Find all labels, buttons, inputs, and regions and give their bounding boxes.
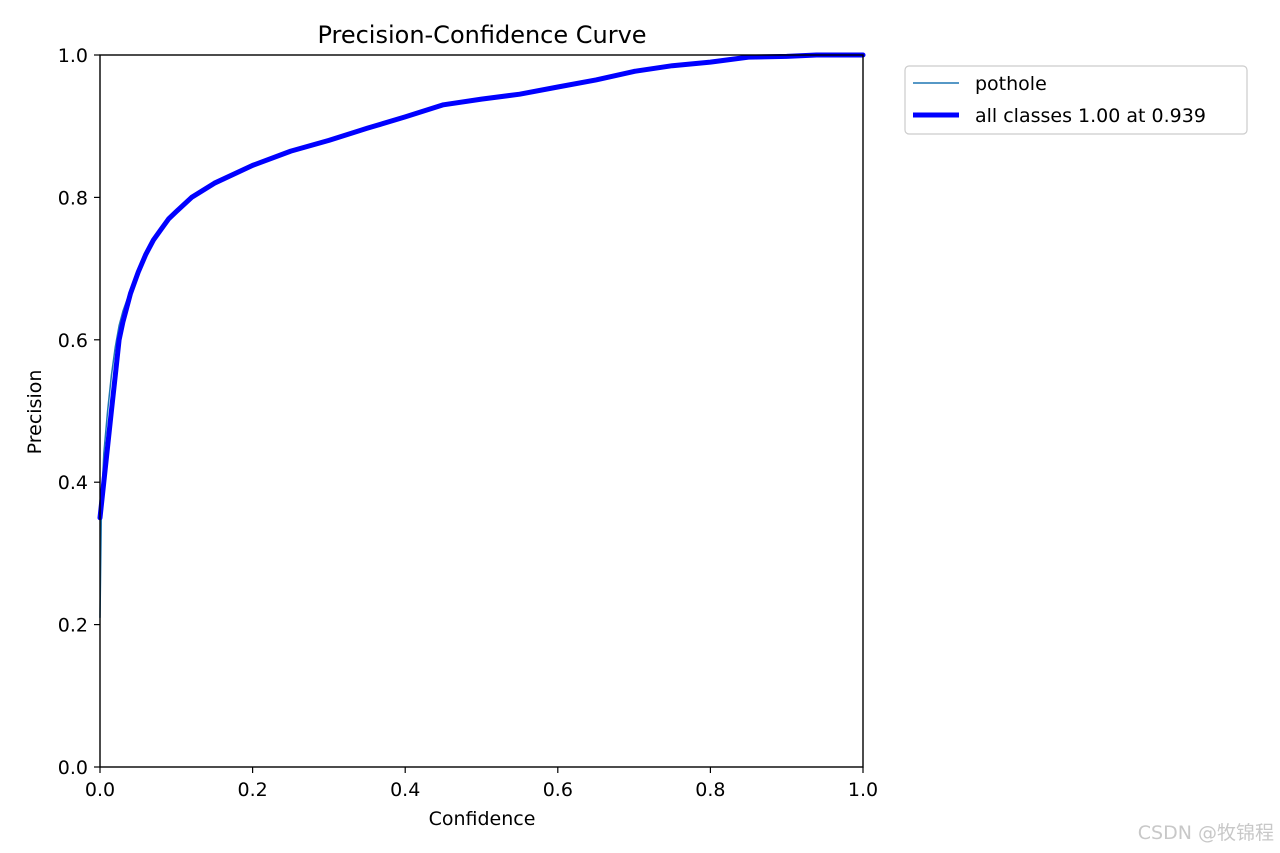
x-tick-label: 1.0 [848, 779, 878, 801]
series-layer [97, 52, 866, 619]
x-axis-label: Confidence [429, 808, 536, 830]
x-axis: 0.0 0.2 0.4 0.6 0.8 1.0 [85, 767, 878, 801]
legend-label-all-classes: all classes 1.00 at 0.939 [975, 105, 1206, 127]
watermark: CSDN @牧锦程 [1137, 822, 1274, 844]
y-axis: 0.0 0.2 0.4 0.6 0.8 1.0 [58, 45, 100, 779]
y-tick-label: 0.4 [58, 472, 88, 494]
y-tick-label: 0.8 [58, 187, 88, 209]
legend: pothole all classes 1.00 at 0.939 [904, 65, 1248, 135]
y-tick-label: 1.0 [58, 45, 88, 67]
y-tick-label: 0.0 [58, 757, 88, 779]
x-tick-label: 0.4 [390, 779, 420, 801]
plot-frame [99, 54, 864, 768]
x-tick-label: 0.2 [237, 779, 267, 801]
x-tick-label: 0.8 [695, 779, 725, 801]
legend-label-pothole: pothole [975, 73, 1047, 95]
y-axis-label: Precision [24, 370, 46, 455]
x-tick-label: 0.0 [85, 779, 115, 801]
x-tick-label: 0.6 [543, 779, 573, 801]
y-tick-label: 0.6 [58, 330, 88, 352]
plot-area [97, 52, 866, 768]
series-line-pothole [99, 54, 864, 619]
chart-title: Precision-Confidence Curve [317, 21, 646, 49]
series-line-all-classes [97, 52, 866, 521]
y-tick-label: 0.2 [58, 615, 88, 637]
legend-box [904, 65, 1248, 135]
